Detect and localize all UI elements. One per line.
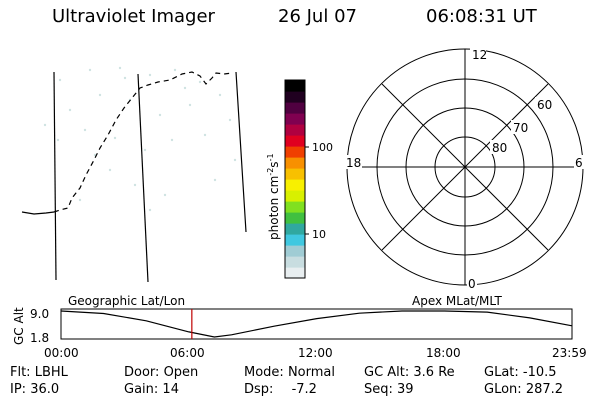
lat-label-80: 80 [492,141,507,155]
status-flt: Flt: LBHL [10,365,68,380]
lat-label-70: 70 [513,121,528,135]
timeline-left-label: Geographic Lat/Lon [68,294,185,308]
timeline-ytick-top: 9.0 [30,307,49,321]
colorbar-unit-label: photon cm-2s-1 [266,153,281,240]
status-dsp: Dsp: -7.2 [244,382,317,397]
status-glon: GLon: 287.2 [484,382,564,397]
timeline-xtick-2: 12:00 [298,346,333,360]
polar-diag-2 [381,83,549,251]
colorbar-band [285,157,305,169]
timeline-plot[interactable] [60,309,573,339]
colorbar-band [285,91,305,103]
colorbar-band [285,201,305,213]
timeline-yaxis-title: GC Alt [12,307,26,345]
status-ip: IP: 36.0 [10,382,60,397]
time-label: 06:08:31 UT [426,6,537,27]
date-label: 26 Jul 07 [278,6,357,27]
timeline-xtick-1: 06:00 [170,346,205,360]
status-seq: Seq: 39 [364,382,414,397]
colorbar-tick-label-100: 100 [312,141,333,154]
colorbar-band [285,102,305,114]
label-bg [490,140,508,154]
app-title: Ultraviolet Imager [52,6,215,27]
polar-dial[interactable] [346,48,584,286]
colorbar-band [285,168,305,180]
timeline-right-label: Apex MLat/MLT [412,294,502,308]
colorbar-tick-label-10: 10 [312,228,326,241]
grid-line-2 [137,73,149,283]
label-bg [535,97,553,111]
colorbar-band [285,223,305,235]
timeline-frame [60,308,573,340]
colorbar [285,80,305,279]
label-bg [470,47,486,61]
status-gain: Gain: 14 [124,382,179,397]
grid-line-1 [53,71,57,281]
colorbar-band [285,80,305,92]
colorbar-band [285,113,305,125]
lat-label-60: 60 [537,98,552,112]
colorbar-band [285,256,305,268]
mlt-label-18: 18 [346,156,361,170]
label-bg [511,120,529,134]
noise-speckles [43,66,237,212]
altitude-series-line [60,310,573,338]
colorbar-band [285,146,305,158]
timeline-xtick-3: 18:00 [426,346,461,360]
label-bg [467,276,477,290]
label-bg [344,155,362,169]
colorbar-band [285,124,305,136]
timeline-ytick-bottom: 1.8 [30,331,49,345]
colorbar-band [285,267,305,279]
status-mode: Mode: Normal [244,365,335,380]
timeline-xtick-4: 23:59 [552,346,587,360]
mlt-label-12: 12 [472,48,487,62]
colorbar-band [285,245,305,257]
coastline-solid [21,211,55,215]
status-gc-alt: GC Alt: 3.6 Re [364,365,455,380]
timeline-xtick-0: 00:00 [44,346,79,360]
colorbar-band [285,212,305,224]
status-glat: GLat: -10.5 [484,365,557,380]
grid-line-3 [235,71,247,233]
mlt-label-6: 6 [575,156,583,170]
colorbar-band [285,179,305,191]
colorbar-band [285,190,305,202]
status-door: Door: Open [124,365,199,380]
colorbar-frame [284,79,306,279]
label-bg [574,155,584,169]
colorbar-band [285,135,305,147]
coastline-dashed [53,71,233,213]
colorbar-band [285,234,305,246]
uv-image-panel[interactable] [21,66,247,283]
mlt-label-0: 0 [468,277,476,291]
